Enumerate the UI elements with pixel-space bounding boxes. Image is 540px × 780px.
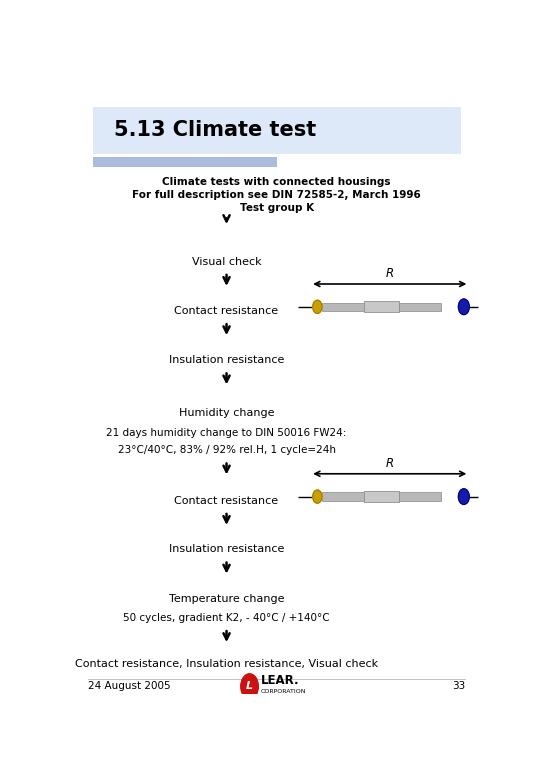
Text: Test group K: Test group K [240,203,314,213]
Circle shape [313,490,322,503]
Text: 33: 33 [452,682,465,691]
Text: R: R [386,457,394,470]
Text: For full description see DIN 72585-2, March 1996: For full description see DIN 72585-2, Ma… [132,190,421,200]
Circle shape [458,299,469,314]
Text: Contact resistance: Contact resistance [174,306,279,316]
FancyBboxPatch shape [322,492,364,501]
Text: 50 cycles, gradient K2, - 40°C / +140°C: 50 cycles, gradient K2, - 40°C / +140°C [123,613,330,623]
Text: 5.13 Climate test: 5.13 Climate test [113,120,316,140]
Circle shape [241,674,258,699]
Text: Climate tests with connected housings: Climate tests with connected housings [163,178,391,187]
Text: Contact resistance: Contact resistance [174,496,279,505]
FancyBboxPatch shape [400,303,441,311]
FancyBboxPatch shape [364,491,400,502]
Text: CORPORATION: CORPORATION [261,689,306,693]
FancyBboxPatch shape [400,492,441,501]
Text: 21 days humidity change to DIN 50016 FW24:: 21 days humidity change to DIN 50016 FW2… [106,428,347,438]
Text: 24 August 2005: 24 August 2005 [89,682,171,691]
Text: L: L [246,682,253,691]
Circle shape [313,300,322,314]
FancyBboxPatch shape [93,107,461,154]
Text: Temperature change: Temperature change [169,594,284,604]
Text: Insulation resistance: Insulation resistance [169,544,284,555]
Text: Contact resistance, Insulation resistance, Visual check: Contact resistance, Insulation resistanc… [75,659,378,669]
Circle shape [458,489,469,505]
Text: Visual check: Visual check [192,257,261,267]
Text: Insulation resistance: Insulation resistance [169,355,284,365]
Text: LEAR.: LEAR. [261,675,300,687]
FancyBboxPatch shape [322,303,364,311]
Text: R: R [386,268,394,280]
FancyBboxPatch shape [364,301,400,312]
Text: Humidity change: Humidity change [179,408,274,418]
FancyBboxPatch shape [93,158,277,167]
Text: 23°C/40°C, 83% / 92% rel.H, 1 cycle=24h: 23°C/40°C, 83% / 92% rel.H, 1 cycle=24h [118,445,335,456]
